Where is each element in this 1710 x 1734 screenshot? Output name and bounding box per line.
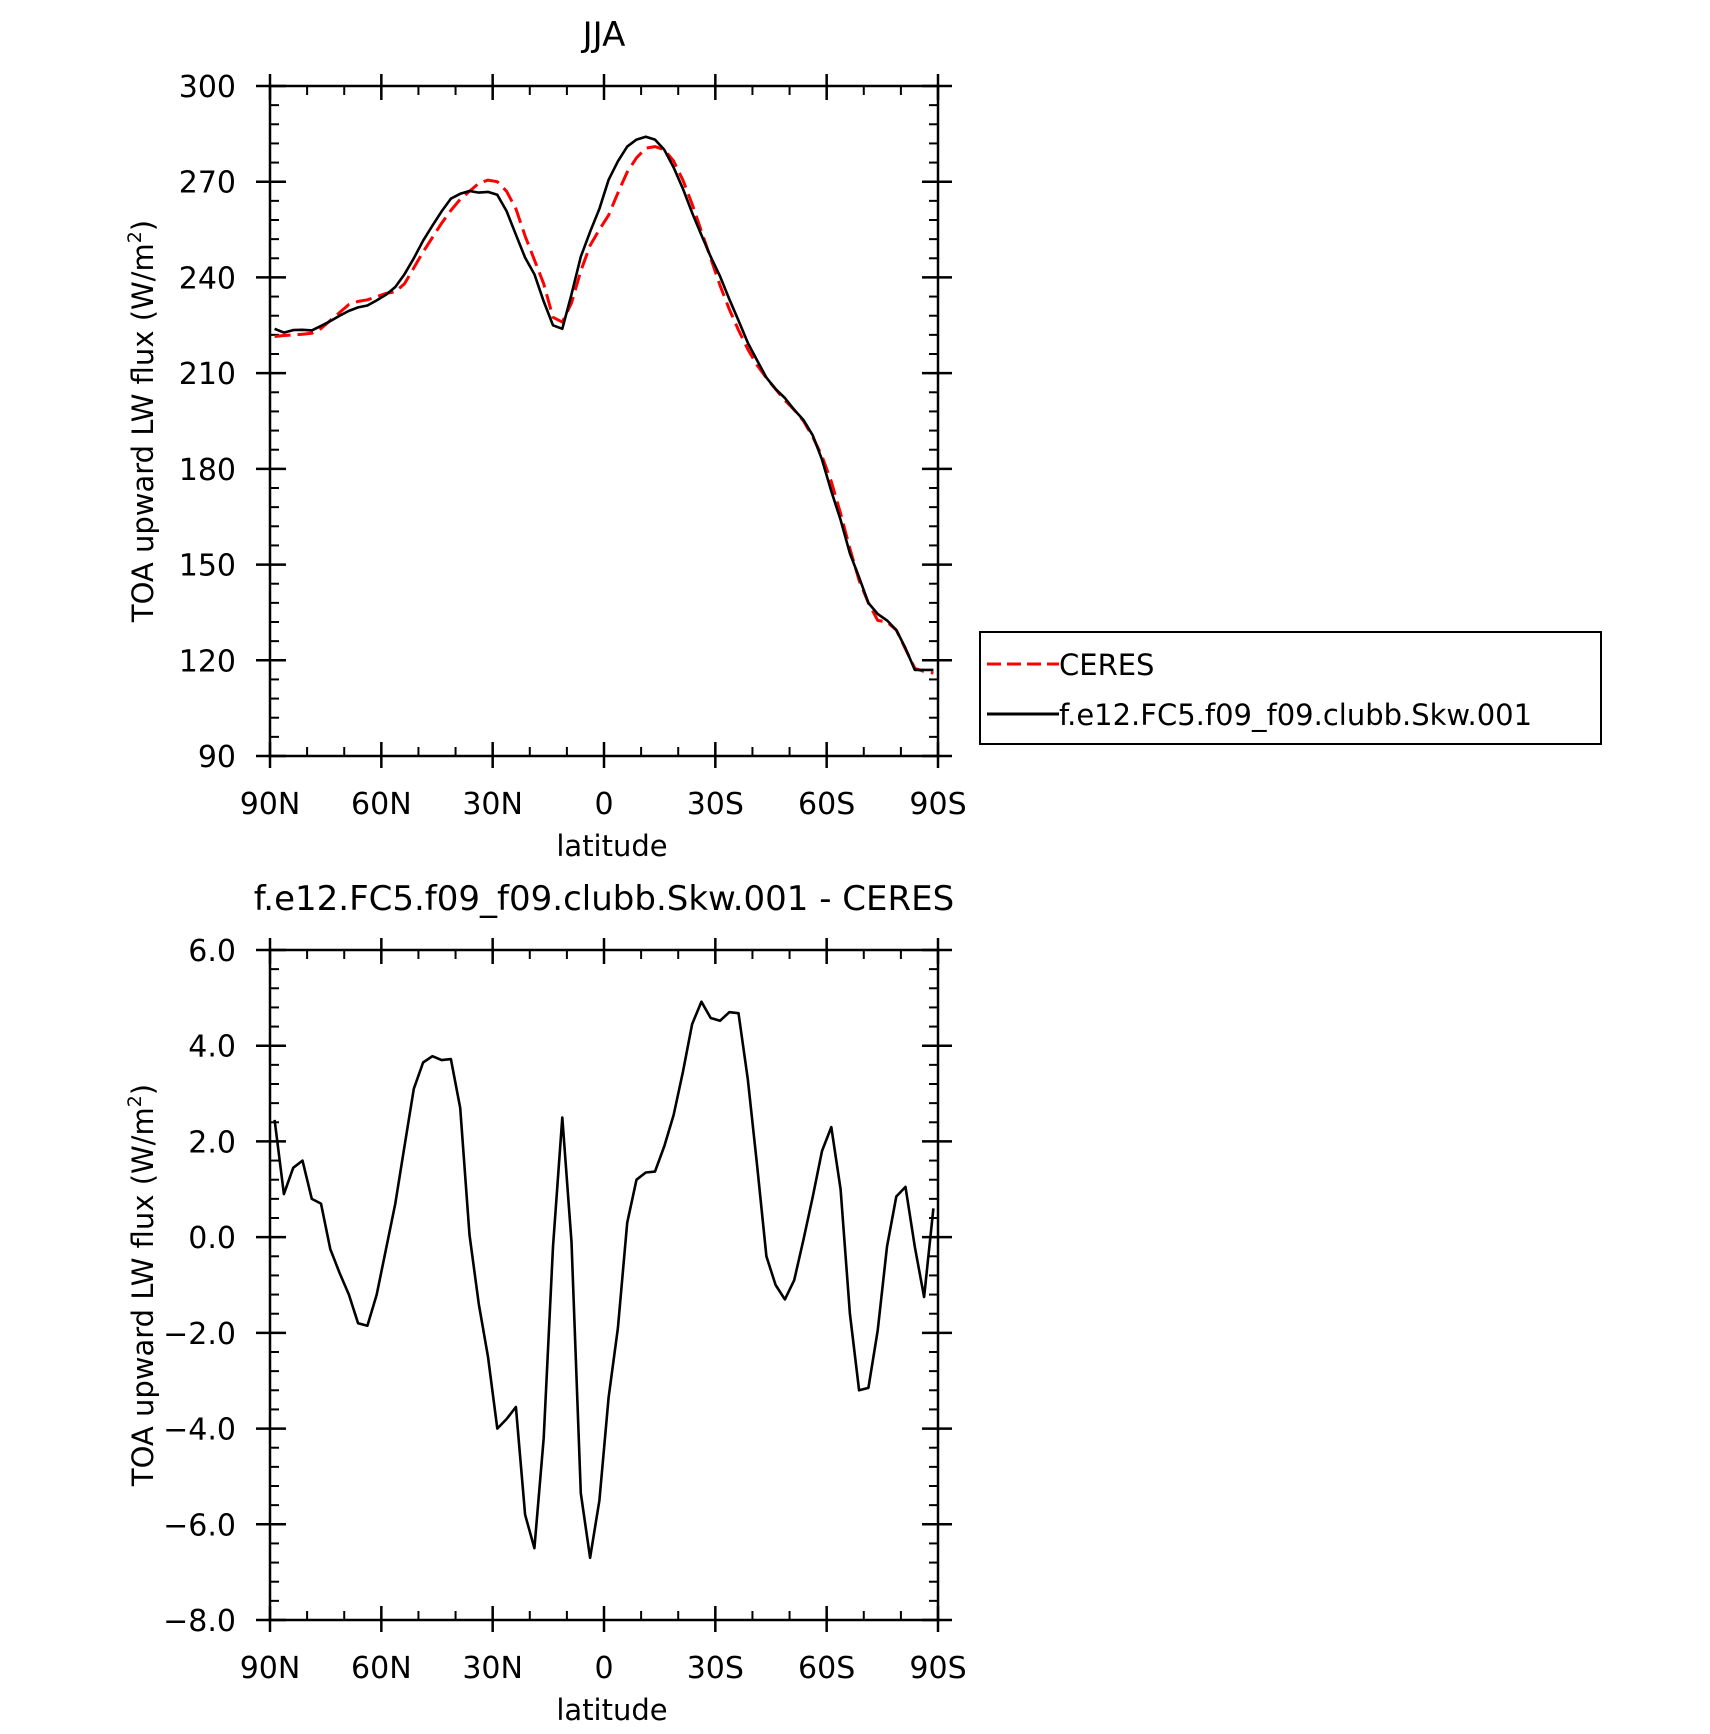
x-tick-label: 30S — [687, 1651, 744, 1686]
chart-title: JJA — [581, 15, 626, 55]
plot-frame — [268, 948, 940, 1622]
series-line-model — [274, 135, 934, 672]
x-axis-label: latitude — [556, 829, 667, 863]
y-axis-label-close: ) — [126, 220, 160, 231]
x-tick-label: 90S — [909, 1651, 966, 1686]
x-tick-label: 30N — [462, 1651, 523, 1686]
y-tick-label: 180 — [179, 453, 236, 488]
y-tick-label: −6.0 — [163, 1508, 236, 1543]
y-axis-label: TOA upward LW flux (W/m2) — [124, 1084, 160, 1487]
x-tick-label: 90N — [240, 787, 301, 822]
x-tick-label: 90N — [240, 1651, 301, 1686]
x-tick-label: 0 — [594, 1651, 613, 1686]
x-tick-label: 30S — [687, 787, 744, 822]
y-tick-label: 2.0 — [188, 1125, 236, 1160]
x-tick-label: 60S — [798, 1651, 855, 1686]
x-tick-label: 60N — [351, 787, 412, 822]
y-axis-label-close: ) — [126, 1084, 160, 1095]
y-tick-label: −8.0 — [163, 1604, 236, 1639]
y-tick-label: −4.0 — [163, 1413, 236, 1448]
y-tick-label: 4.0 — [188, 1030, 236, 1065]
x-tick-label: 30N — [462, 787, 523, 822]
y-tick-label: 300 — [179, 70, 236, 105]
series-line-ceres — [274, 145, 934, 675]
bottom-panel: f.e12.FC5.f09_f09.clubb.Skw.001 - CERES 9… — [124, 879, 967, 1727]
x-tick-label: 60N — [351, 1651, 412, 1686]
x-tick-label: 60S — [798, 787, 855, 822]
plot-frame — [268, 84, 940, 758]
top-panel: JJA 90N 60N 30N 0 30S 60S 90S 90 120 150 180 210 240 2… — [124, 15, 1602, 863]
y-axis-label-text: TOA upward LW flux (W/m — [126, 243, 160, 623]
y-tick-label: 120 — [179, 644, 236, 679]
legend-box — [979, 631, 1602, 745]
y-axis-label-superscript: 2 — [124, 231, 146, 243]
x-tick-label: 0 — [594, 787, 613, 822]
y-axis-label-superscript: 2 — [124, 1095, 146, 1107]
x-axis-label: latitude — [556, 1693, 667, 1727]
y-tick-label: 0.0 — [188, 1221, 236, 1256]
y-axis-label: TOA upward LW flux (W/m2) — [124, 220, 160, 623]
difference-line — [273, 1000, 935, 1560]
y-tick-label: 90 — [198, 740, 236, 775]
y-tick-label: 240 — [179, 261, 236, 296]
y-tick-label: −2.0 — [163, 1317, 236, 1352]
y-tick-label: 6.0 — [188, 934, 236, 969]
y-tick-label: 270 — [179, 166, 236, 201]
chart-title: f.e12.FC5.f09_f09.clubb.Skw.001 - CERES — [254, 879, 954, 919]
legend-label: CERES — [1059, 648, 1154, 682]
y-tick-label: 150 — [179, 549, 236, 584]
y-axis-label-text: TOA upward LW flux (W/m — [126, 1107, 160, 1487]
legend-label: f.e12.FC5.f09_f09.clubb.Skw.001 — [1059, 698, 1532, 732]
x-tick-label: 90S — [909, 787, 966, 822]
y-tick-label: 210 — [179, 357, 236, 392]
